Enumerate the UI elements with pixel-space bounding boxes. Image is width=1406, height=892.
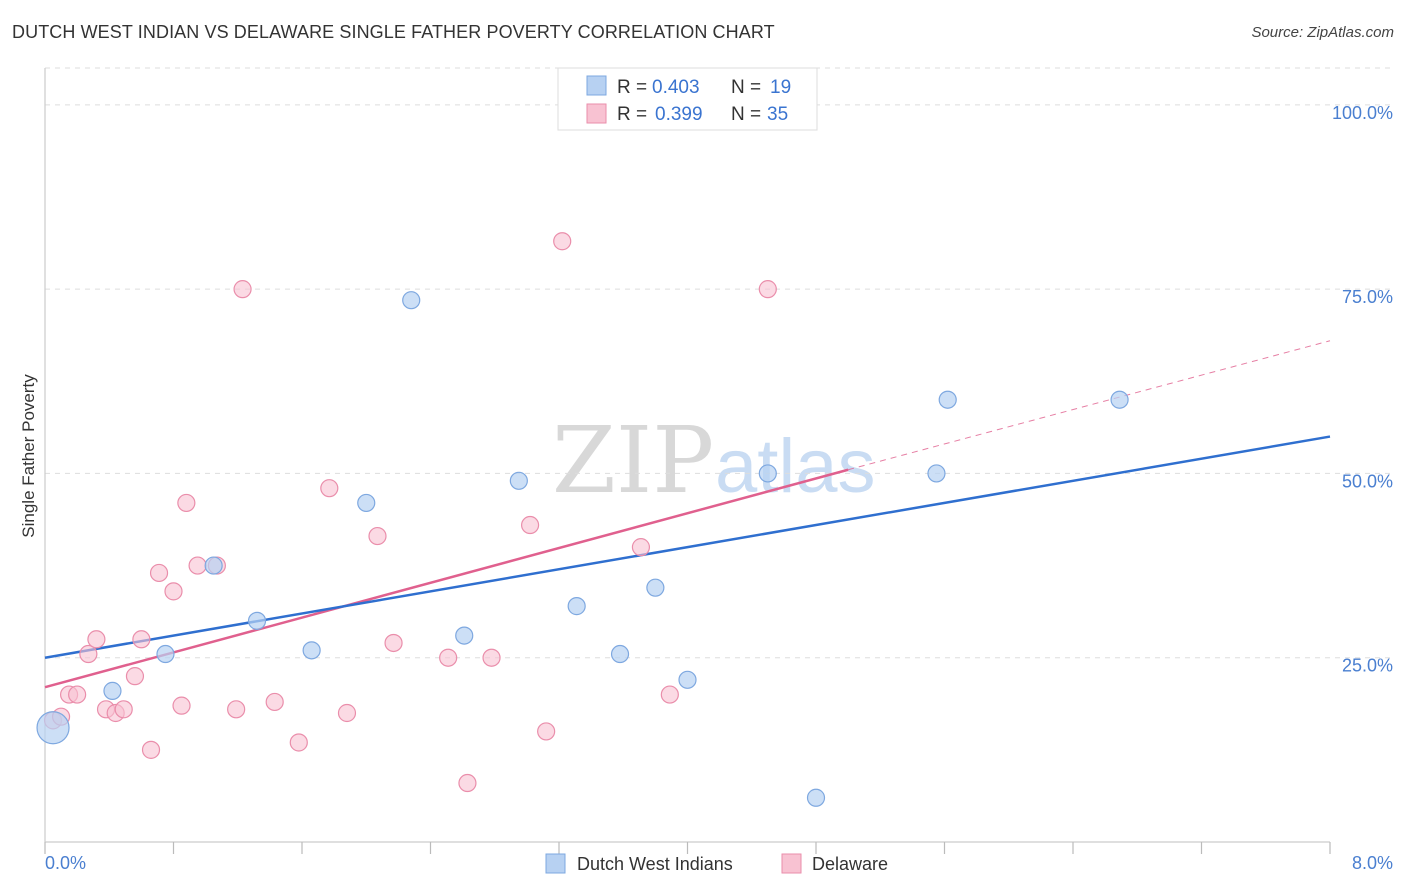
delaware-point <box>482 648 501 667</box>
y-axis-label: Single Father Poverty <box>19 374 38 538</box>
legend-swatch-blue <box>586 75 607 96</box>
y-tick-label: 50.0% <box>1342 471 1393 491</box>
y-tick-label: 75.0% <box>1342 287 1393 307</box>
dutch-west-indians-point <box>402 291 421 310</box>
dutch-west-indians-point <box>247 611 267 630</box>
y-tick-label: 25.0% <box>1342 656 1393 676</box>
delaware-point <box>125 667 145 686</box>
delaware-point <box>149 563 169 583</box>
delaware-point <box>631 538 651 557</box>
delaware-point <box>164 582 183 601</box>
delaware-point <box>141 740 161 759</box>
dutch-west-indians-point <box>455 626 474 645</box>
dutch-west-indians-point <box>1110 390 1129 409</box>
delaware-point <box>384 633 403 653</box>
trend-lines <box>44 340 1331 689</box>
delaware-point <box>520 515 540 535</box>
chart-source: Source: ZipAtlas.com <box>1251 24 1394 41</box>
delaware-trend-line <box>44 468 849 689</box>
delaware-point <box>87 630 106 649</box>
delaware-point <box>132 630 151 649</box>
delaware-point <box>320 479 339 498</box>
dutch-west-indians-point <box>927 464 946 483</box>
series-legend: Dutch West Indians Delaware <box>545 853 888 874</box>
y-tick-labels: 25.0% 50.0% 75.0% 100.0% <box>1332 103 1393 676</box>
delaware-point <box>337 703 357 723</box>
delaware-point <box>758 280 777 299</box>
delaware-point <box>188 556 207 575</box>
x-tick-label-min: 0.0% <box>45 853 86 873</box>
stats-legend: R = 0.403 N = 19 R = 0.399 N = 35 <box>557 67 818 131</box>
dutch-west-indians-point <box>156 644 175 664</box>
watermark-atlas: atlas <box>715 424 876 509</box>
x-tick-label-max: 8.0% <box>1352 853 1393 873</box>
delaware-point <box>227 700 246 719</box>
watermark-zip: ZIP <box>552 407 714 514</box>
delaware-point <box>368 526 387 546</box>
delaware-point <box>68 685 87 704</box>
legend-r-label-pink: R = <box>617 104 647 125</box>
delaware-point <box>289 733 308 752</box>
legend-n-label-blue: N = <box>731 77 761 98</box>
bottom-legend-swatch-pink <box>781 853 802 874</box>
legend-r-label-blue: R = <box>617 77 647 98</box>
delaware-point <box>458 773 477 793</box>
delaware-point <box>553 232 572 251</box>
dutch-west-indians-point <box>610 644 630 664</box>
delaware-point <box>79 644 98 664</box>
delaware-point <box>177 493 196 513</box>
dutch-west-indians-point <box>646 578 665 597</box>
delaware-point <box>172 696 191 715</box>
legend-swatch-pink <box>586 103 607 124</box>
dutch-west-indians-point <box>302 641 321 660</box>
y-tick-label: 100.0% <box>1332 103 1393 123</box>
legend-n-value-blue: 19 <box>770 77 791 98</box>
dutch-west-indians-points <box>36 291 1129 807</box>
bottom-legend-label-blue: Dutch West Indians <box>577 854 733 874</box>
dutch-west-indians-point <box>509 471 528 490</box>
legend-r-value-pink: 0.399 <box>655 104 703 125</box>
delaware-trend-extension <box>847 340 1331 471</box>
delaware-point <box>265 692 284 712</box>
dutch-west-indians-point <box>758 464 777 483</box>
legend-n-label-pink: N = <box>731 104 761 125</box>
dutch-west-indians-point <box>678 670 697 689</box>
legend-r-value-blue: 0.403 <box>652 77 700 98</box>
chart-title: DUTCH WEST INDIAN VS DELAWARE SINGLE FAT… <box>12 22 775 42</box>
dutch-west-indians-point <box>204 556 223 575</box>
bottom-legend-label-pink: Delaware <box>812 854 888 874</box>
legend-n-value-pink: 35 <box>767 104 788 125</box>
delaware-point <box>439 648 458 667</box>
delaware-point <box>114 700 133 719</box>
dutch-west-indians-point <box>567 597 586 616</box>
dutch-west-indians-point <box>357 493 376 513</box>
dutch-west-indians-point <box>806 788 826 807</box>
dutch-west-indians-point <box>36 711 70 745</box>
delaware-point <box>537 722 556 741</box>
delaware-point <box>660 685 679 704</box>
dutch-west-indians-point <box>938 390 957 409</box>
x-ticks <box>44 842 1331 854</box>
delaware-point <box>233 280 252 299</box>
dutch-west-indians-point <box>103 681 122 700</box>
bottom-legend-swatch-blue <box>545 853 566 874</box>
gridlines <box>45 67 1393 659</box>
